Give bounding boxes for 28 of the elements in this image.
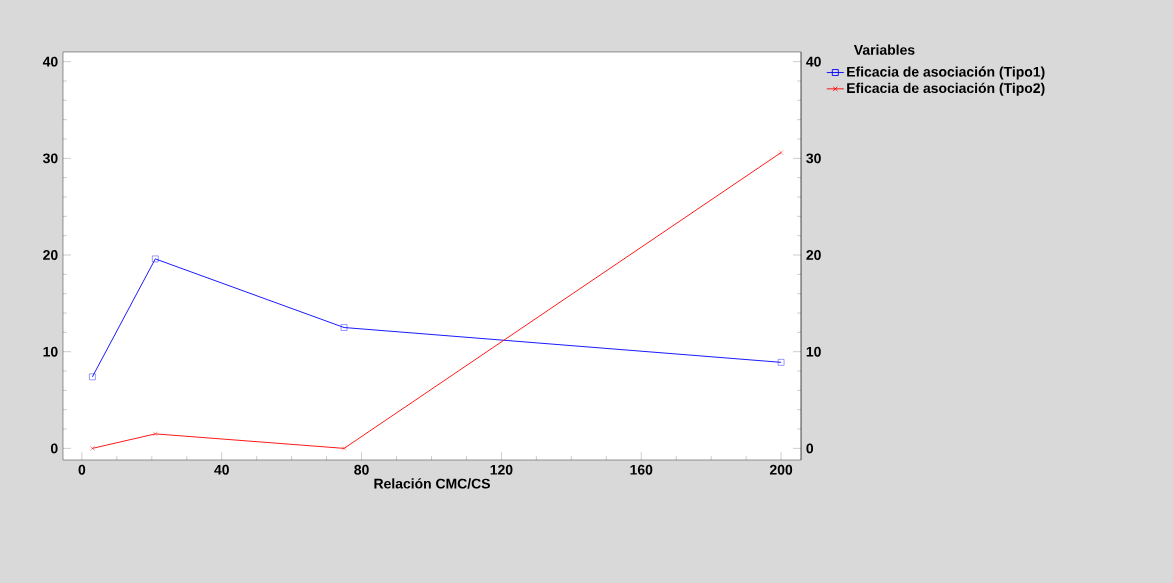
y-tick-label: 20 bbox=[43, 250, 58, 260]
y-tick-label: 10 bbox=[43, 346, 58, 357]
x-axis-title: Relación CMC/CS bbox=[374, 478, 490, 489]
legend-label: Eficacia de asociación (Tipo1) bbox=[847, 66, 1045, 80]
x-tick-label: 200 bbox=[769, 464, 793, 475]
y2-tick-label: 30 bbox=[806, 153, 821, 164]
y-tick-label: 30 bbox=[42, 153, 58, 164]
x-tick-label: 160 bbox=[630, 464, 653, 475]
point bbox=[777, 359, 785, 366]
y2-tick-label: 40 bbox=[806, 56, 821, 67]
y-tick-label: 40 bbox=[42, 56, 58, 67]
point bbox=[90, 446, 95, 451]
point bbox=[341, 446, 347, 451]
legend-title: Variables bbox=[853, 44, 915, 55]
point bbox=[152, 255, 159, 263]
point bbox=[778, 150, 784, 155]
legend-label: Eficacia de asociación (Tipo2) bbox=[847, 82, 1045, 96]
x-tick-label: 120 bbox=[490, 464, 513, 475]
x-tick-label: 80 bbox=[354, 464, 369, 475]
point bbox=[89, 373, 96, 381]
y2-tick-label: 20 bbox=[806, 250, 821, 260]
x-tick-label: 40 bbox=[214, 464, 229, 475]
y2-tick-label: 10 bbox=[806, 346, 821, 357]
point bbox=[152, 431, 158, 437]
x-tick-label: 0 bbox=[78, 464, 86, 475]
point bbox=[340, 324, 348, 331]
y2-tick-label: 0 bbox=[806, 443, 814, 454]
y-tick-label: 0 bbox=[50, 443, 58, 454]
